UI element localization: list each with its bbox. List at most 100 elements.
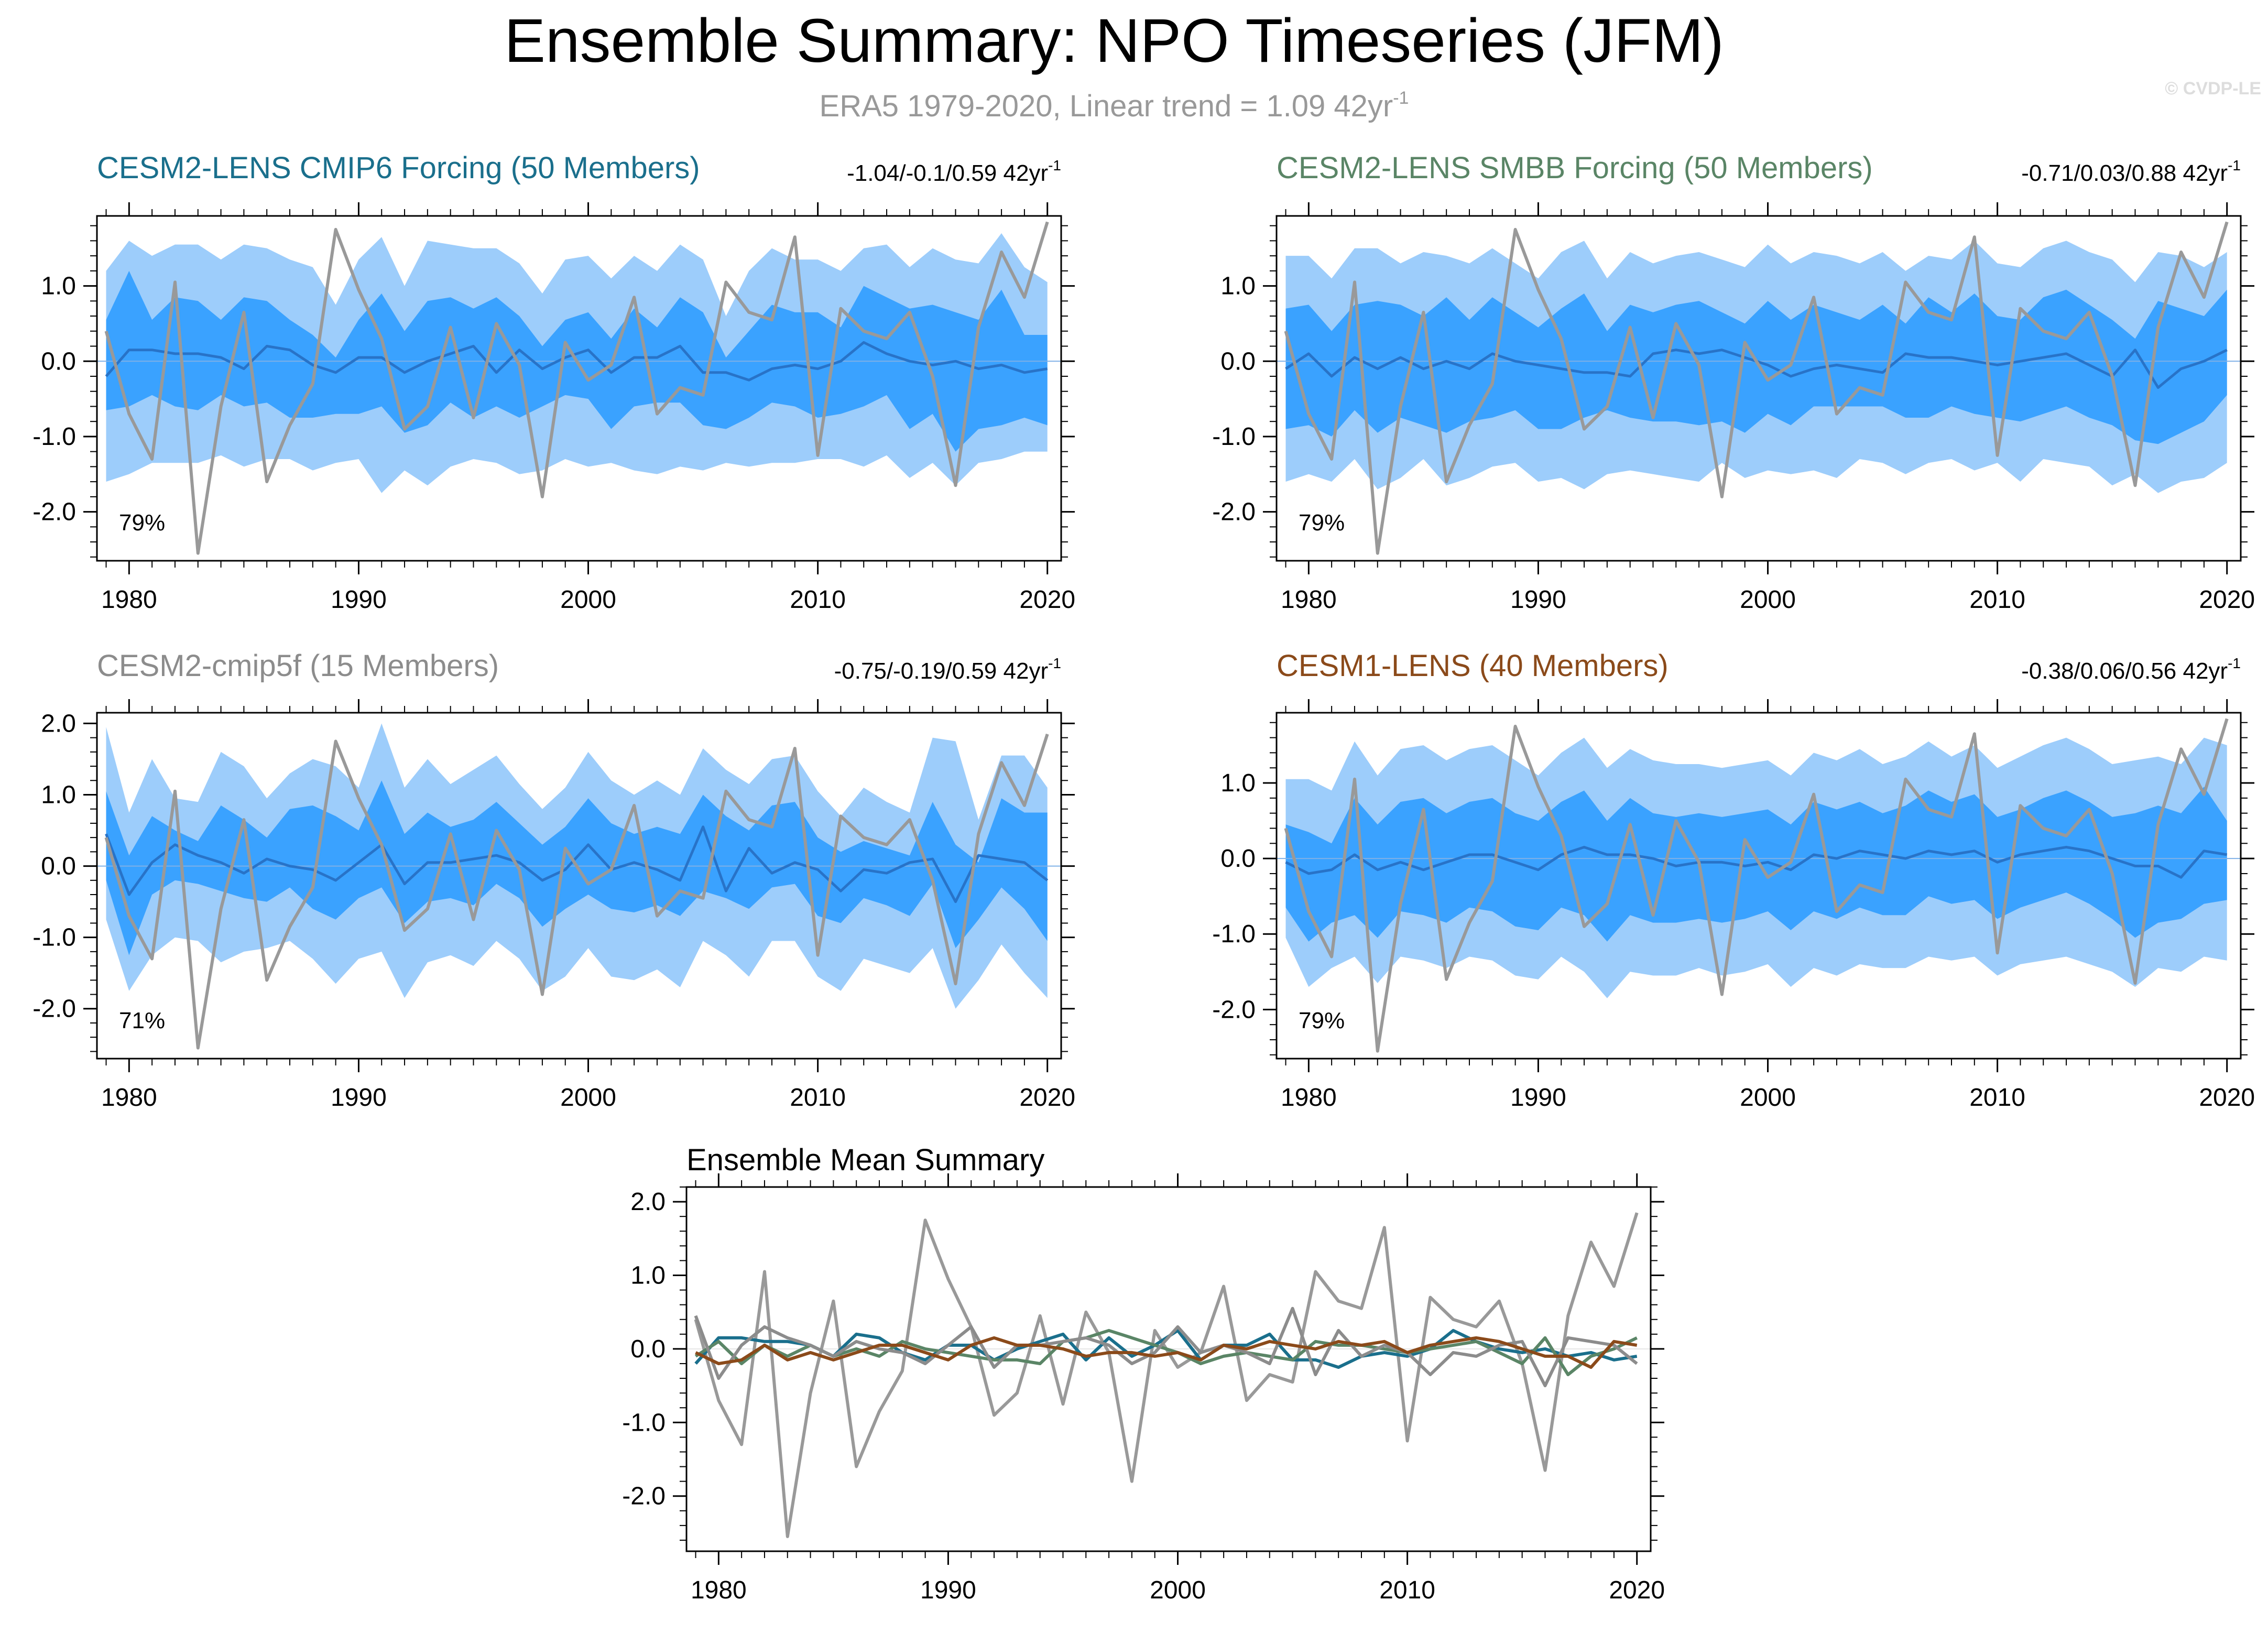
plot-frame	[96, 712, 1062, 1060]
series-line-4	[694, 1307, 1638, 1388]
x-tick-label: 2000	[1740, 586, 1796, 614]
y-tick-label: -1.0	[32, 924, 76, 952]
y-tick-label: -2.0	[32, 995, 76, 1023]
panel-title: CESM2-cmip5f (15 Members)	[97, 649, 499, 683]
y-tick-label: 0.0	[41, 347, 76, 375]
y-tick-label: -1.0	[32, 423, 76, 451]
plot-area	[97, 723, 1061, 1050]
ensemble-mean-line	[1285, 846, 2228, 879]
y-tick-label: 2.0	[630, 1188, 666, 1216]
x-tick-label: 2020	[2199, 1084, 2255, 1112]
y-tick-label: -2.0	[1212, 498, 1256, 526]
figure-title: Ensemble Summary: NPO Timeseries (JFM)	[504, 6, 1724, 75]
x-tick-label: 1990	[1510, 1084, 1566, 1112]
y-tick-label: -2.0	[32, 498, 76, 526]
y-tick-label: -2.0	[1212, 996, 1256, 1024]
x-tick-label: 2020	[1019, 1084, 1075, 1112]
y-tick-label: 1.0	[41, 273, 76, 300]
y-tick-label: 1.0	[1220, 273, 1256, 300]
subtitle-sup: -1	[1393, 88, 1409, 108]
x-tick-label: 2010	[1969, 1084, 2025, 1112]
panel-title: Ensemble Mean Summary	[686, 1143, 1044, 1177]
y-tick-label: -1.0	[622, 1409, 666, 1436]
y-tick-label: 0.0	[1220, 347, 1256, 375]
trend-label: -0.38/0.06/0.56 42yr-1	[2021, 655, 2241, 684]
x-tick-label: 2000	[1740, 1084, 1796, 1112]
trend-label: -0.71/0.03/0.88 42yr-1	[2021, 157, 2241, 186]
plot-frame	[1275, 215, 2242, 562]
ensemble-mean-line	[105, 825, 1049, 903]
series-line-1	[694, 1212, 1639, 1538]
y-tick-label: -2.0	[622, 1483, 666, 1510]
series-line-5	[695, 1336, 1638, 1369]
y-tick-label: 1.0	[630, 1261, 666, 1289]
panels: CESM2-LENS CMIP6 Forcing (50 Members) -1.…	[32, 151, 2255, 1604]
subtitle-text: ERA5 1979-2020, Linear trend = 1.09 42yr	[820, 89, 1393, 123]
panel-5: Ensemble Mean Summary 1980 1990 2000 2010 202…	[622, 1143, 1665, 1604]
panel-3: CESM2-cmip5f (15 Members) -0.75/-0.19/0.5…	[32, 649, 1075, 1112]
trend-text: -1.04/-0.1/0.59 42yr	[847, 160, 1048, 186]
y-tick-label: -1.0	[1212, 423, 1256, 451]
x-tick-label: 2010	[1379, 1576, 1435, 1604]
x-tick-label: 2010	[790, 586, 846, 614]
x-tick-label: 1980	[101, 586, 157, 614]
trend-label: -1.04/-0.1/0.59 42yr-1	[847, 157, 1061, 186]
series-line-3	[694, 1329, 1638, 1376]
plot-frame	[685, 1186, 1652, 1552]
plot-frame	[96, 215, 1062, 562]
x-tick-label: 2020	[2199, 586, 2255, 614]
trend-label: -0.75/-0.19/0.59 42yr-1	[834, 655, 1061, 684]
plot-area	[97, 221, 1061, 555]
x-tick-label: 2020	[1609, 1576, 1665, 1604]
x-tick-label: 1980	[101, 1084, 157, 1112]
panel-4: CESM1-LENS (40 Members) -0.38/0.06/0.56 4…	[1212, 649, 2255, 1112]
x-tick-label: 1990	[331, 1084, 387, 1112]
plot-area	[1277, 221, 2241, 555]
panel-title: CESM2-LENS SMBB Forcing (50 Members)	[1277, 151, 1873, 185]
watermark: © CVDP-LE	[2165, 79, 2261, 99]
observed-line	[1284, 718, 2229, 1053]
figure-subtitle: ERA5 1979-2020, Linear trend = 1.09 42yr…	[820, 88, 1409, 123]
x-tick-label: 1980	[1281, 1084, 1337, 1112]
x-tick-label: 1990	[331, 586, 387, 614]
y-tick-label: 1.0	[1220, 769, 1256, 797]
y-tick-label: 2.0	[41, 710, 76, 737]
observed-line	[1284, 221, 2229, 555]
x-tick-label: 2000	[560, 1084, 616, 1112]
x-tick-label: 2010	[1969, 586, 2025, 614]
panel-title: CESM2-LENS CMIP6 Forcing (50 Members)	[97, 151, 700, 185]
trend-sup: -1	[2228, 157, 2241, 173]
x-tick-label: 2000	[1150, 1576, 1206, 1604]
trend-text: -0.38/0.06/0.56 42yr	[2021, 658, 2228, 684]
trend-sup: -1	[1048, 157, 1061, 173]
x-tick-label: 1990	[1510, 586, 1566, 614]
x-tick-label: 1980	[1281, 586, 1337, 614]
trend-sup: -1	[1048, 655, 1061, 671]
plot-area	[1277, 718, 2241, 1053]
percent-label: 71%	[119, 1008, 165, 1033]
panel-2: CESM2-LENS SMBB Forcing (50 Members) -0.7…	[1212, 151, 2255, 614]
plot-area	[686, 1212, 1651, 1538]
percent-label: 79%	[1299, 510, 1345, 536]
percent-label: 79%	[119, 510, 165, 536]
ensemble-mean-line	[105, 341, 1048, 382]
y-tick-label: 1.0	[41, 781, 76, 809]
panel-title: CESM1-LENS (40 Members)	[1277, 649, 1669, 683]
observed-line	[104, 221, 1049, 555]
y-tick-label: 0.0	[630, 1335, 666, 1363]
x-tick-label: 2000	[560, 586, 616, 614]
x-tick-label: 2010	[790, 1084, 846, 1112]
y-tick-label: 0.0	[1220, 845, 1256, 873]
observed-line	[104, 733, 1049, 1050]
trend-sup: -1	[2228, 655, 2241, 671]
y-tick-label: -1.0	[1212, 920, 1256, 948]
plot-frame	[1275, 712, 2242, 1060]
x-tick-label: 1990	[920, 1576, 976, 1604]
x-tick-label: 2020	[1019, 586, 1075, 614]
panel-1: CESM2-LENS CMIP6 Forcing (50 Members) -1.…	[32, 151, 1075, 614]
y-tick-label: 0.0	[41, 853, 76, 880]
trend-text: -0.71/0.03/0.88 42yr	[2021, 160, 2228, 186]
percent-label: 79%	[1299, 1008, 1345, 1033]
trend-text: -0.75/-0.19/0.59 42yr	[834, 658, 1048, 684]
